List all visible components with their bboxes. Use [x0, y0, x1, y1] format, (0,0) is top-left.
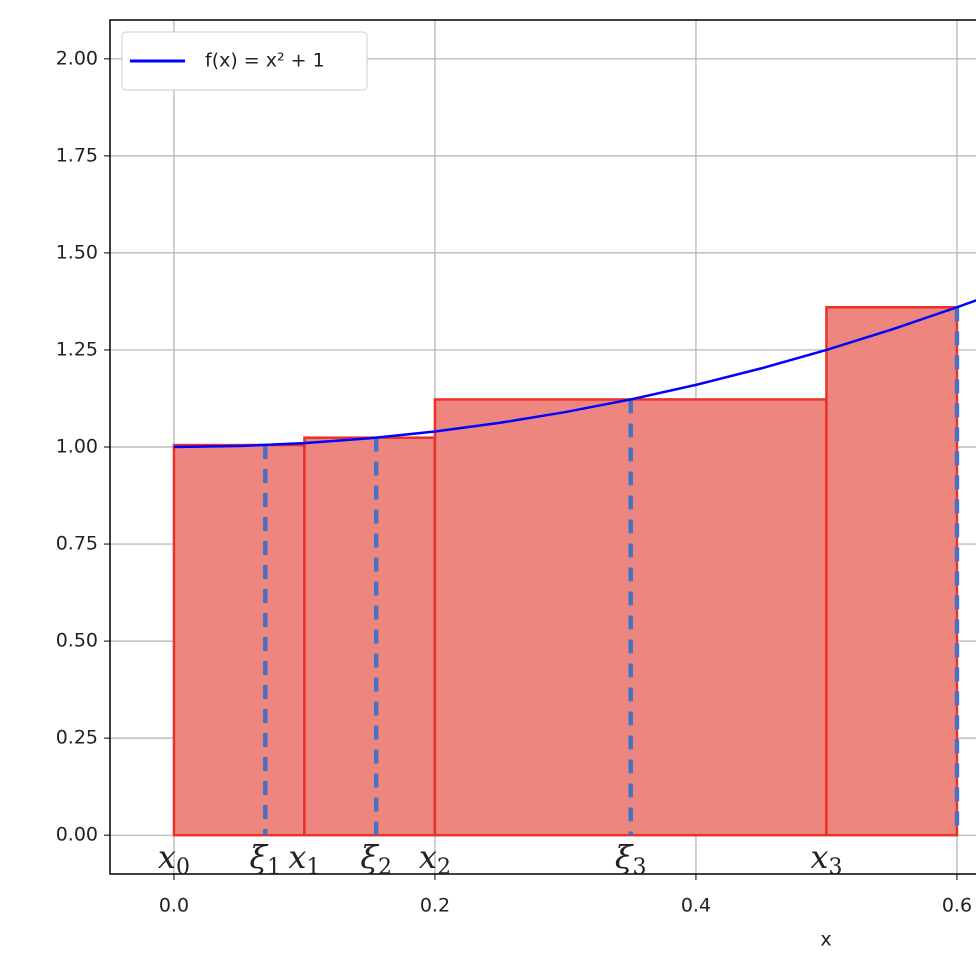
labels: 0.000.250.500.751.001.251.501.752.000.0 0… — [56, 47, 972, 916]
edge_labels-sub: 3 — [828, 855, 842, 880]
edge_labels-text: x — [810, 838, 828, 876]
tag_labels-sub: 3 — [633, 855, 647, 880]
y-tick-label: 1.00 — [56, 436, 98, 458]
edge-labels: x3 — [810, 838, 842, 880]
tag_labels-sub: 2 — [378, 855, 392, 880]
edge_labels-sub: 2 — [437, 855, 451, 880]
y-tick-label: 0.00 — [56, 824, 98, 846]
function-line — [173, 299, 976, 449]
y-tick-label: 0.75 — [56, 533, 98, 555]
edge-labels: x0 — [158, 838, 190, 880]
riemann-rect — [303, 436, 437, 837]
legend-label: f(x) = x² + 1 — [205, 50, 325, 72]
edge-labels: x1 — [288, 838, 320, 880]
x-tick-label: 0.4 — [681, 895, 711, 917]
y-tick-label: 0.50 — [56, 630, 98, 652]
x-tick-label: 0.2 — [420, 895, 450, 917]
tag_labels-text: ξ — [249, 838, 268, 876]
plot-area — [172, 299, 976, 837]
edge-labels: x2 — [419, 838, 451, 880]
edge_labels-sub: 0 — [176, 855, 190, 880]
y-tick-label: 0.25 — [56, 727, 98, 749]
edge_labels-text: x — [158, 838, 176, 876]
tag_labels-sub: 1 — [267, 855, 281, 880]
y-tick-label: 2.00 — [56, 47, 98, 69]
x-axis-label: x — [820, 929, 831, 951]
y-tick-label: 1.75 — [56, 144, 98, 166]
tag-labels: ξ2 — [360, 838, 392, 880]
edge_labels-sub: 1 — [306, 855, 320, 880]
tag_labels-text: ξ — [615, 838, 634, 876]
edge_labels-text: x — [288, 838, 306, 876]
riemann-rect — [172, 443, 306, 837]
x-tick-label: 0.6 — [942, 895, 972, 917]
riemann-rect — [825, 306, 959, 837]
legend: f(x) = x² + 1 — [121, 31, 368, 91]
y-tick-label: 1.50 — [56, 241, 98, 263]
edge_labels-text: x — [419, 838, 437, 876]
x-tick-label: 0.0 — [159, 895, 189, 917]
y-tick-label: 1.25 — [56, 338, 98, 360]
legend-box — [121, 31, 368, 91]
tag-labels: ξ1 — [249, 838, 281, 880]
tag-labels: ξ3 — [615, 838, 647, 880]
tag_labels-text: ξ — [360, 838, 379, 876]
